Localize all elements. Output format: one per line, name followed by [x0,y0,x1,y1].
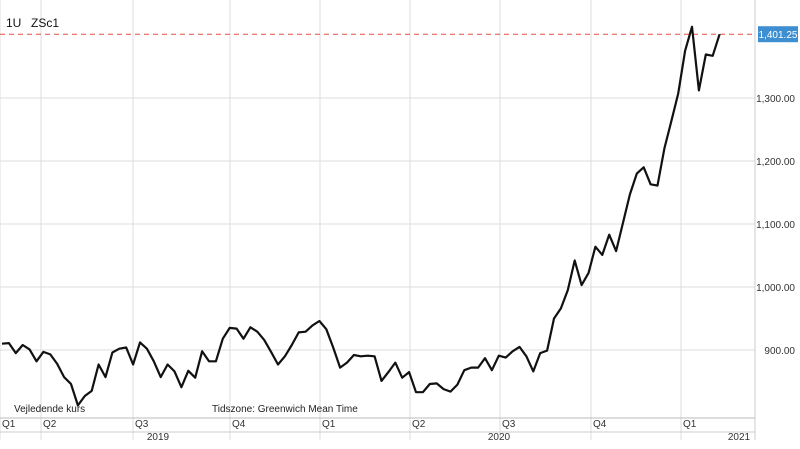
symbol-prefix: 1U [6,16,22,30]
last-price-badge-label: 1,401.25 [759,30,798,41]
x-axis: Q1 Q2 Q3 Q4 Q1 Q2 Q3 Q4 Q1 2019 2020 2021 [0,417,755,443]
x-quarter-label: Q1 [683,419,697,430]
y-tick-label: 1,000.00 [756,283,795,294]
x-quarter-label: Q4 [593,419,607,430]
last-price-badge: 1,401.25 [758,26,798,43]
x-quarter-label: Q2 [43,419,57,430]
last-price-badge-bg [758,26,798,43]
x-quarter-label: Q1 [2,419,16,430]
x-year-label: 2020 [488,432,511,443]
y-tick-label: 900.00 [764,346,795,357]
x-quarter-label: Q2 [412,419,426,430]
y-axis: 900.00 1,000.00 1,100.00 1,200.00 1,300.00 [754,0,795,440]
y-tick-label: 1,300.00 [756,94,795,105]
x-quarter-label: Q3 [135,419,149,430]
price-series-line [1,25,721,407]
timezone-note: Tidszone: Greenwich Mean Time [212,404,358,415]
y-tick-label: 1,200.00 [756,157,795,168]
chart-grid [0,0,755,440]
x-year-label: 2019 [147,432,170,443]
x-quarter-label: Q3 [502,419,516,430]
price-type-note: Vejledende kurs [14,404,86,415]
symbol-name: ZSc1 [31,16,60,30]
x-year-label: 2021 [728,432,751,443]
x-quarter-label: Q4 [232,419,246,430]
x-quarter-label: Q1 [322,419,336,430]
y-tick-label: 1,100.00 [756,220,795,231]
